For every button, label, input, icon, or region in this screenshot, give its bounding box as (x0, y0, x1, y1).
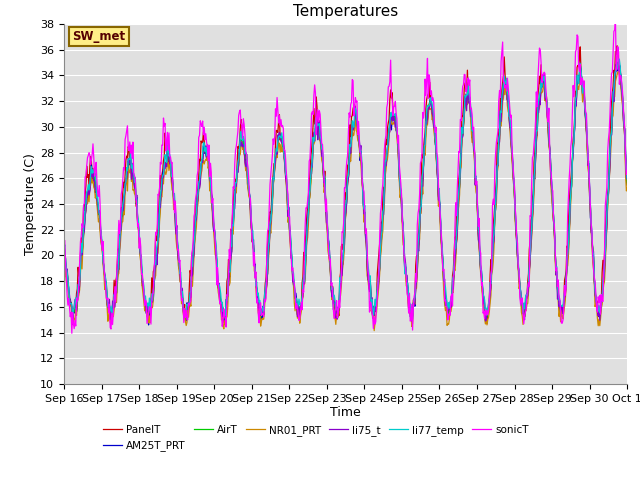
NR01_PRT (70, 315, 78, 321)
NR01_PRT (186, 305, 193, 311)
PanelT (186, 283, 193, 289)
li75_t (71, 297, 79, 302)
AM25T_PRT (623, 180, 631, 185)
Line: NR01_PRT: NR01_PRT (64, 71, 627, 331)
AM25T_PRT (186, 290, 194, 296)
sonicT (431, 130, 439, 135)
sonicT (68, 330, 76, 336)
li75_t (431, 134, 439, 140)
AM25T_PRT (70, 310, 78, 316)
li77_temp (409, 316, 417, 322)
AM25T_PRT (431, 142, 439, 147)
li75_t (623, 176, 631, 182)
NR01_PRT (215, 294, 223, 300)
PanelT (215, 282, 223, 288)
NR01_PRT (431, 137, 439, 143)
PanelT (623, 182, 631, 188)
AirT (60, 244, 68, 250)
Line: li75_t: li75_t (64, 62, 627, 324)
li75_t (613, 59, 621, 65)
li77_temp (615, 56, 623, 61)
li77_temp (431, 134, 439, 140)
Title: Temperatures: Temperatures (293, 4, 398, 19)
sonicT (216, 301, 224, 307)
AirT (614, 61, 621, 67)
AirT (186, 300, 193, 306)
Line: li77_temp: li77_temp (64, 59, 627, 319)
AM25T_PRT (60, 237, 68, 242)
AirT (415, 240, 422, 246)
sonicT (60, 238, 68, 243)
li77_temp (70, 305, 78, 311)
Y-axis label: Temperature (C): Temperature (C) (24, 153, 37, 255)
AirT (221, 317, 229, 323)
li77_temp (215, 281, 223, 287)
AM25T_PRT (145, 322, 152, 328)
li75_t (415, 248, 422, 254)
li77_temp (128, 162, 136, 168)
AM25T_PRT (577, 61, 584, 67)
PanelT (483, 321, 491, 326)
PanelT (128, 168, 136, 174)
AM25T_PRT (216, 293, 224, 299)
PanelT (414, 232, 422, 238)
sonicT (129, 139, 137, 145)
NR01_PRT (623, 185, 631, 191)
Line: sonicT: sonicT (64, 18, 627, 333)
li77_temp (186, 299, 193, 304)
NR01_PRT (60, 244, 68, 250)
NR01_PRT (616, 68, 624, 73)
li77_temp (60, 247, 68, 253)
AM25T_PRT (415, 240, 422, 246)
NR01_PRT (371, 328, 378, 334)
PanelT (613, 43, 621, 48)
Legend: PanelT, AM25T_PRT, AirT, NR01_PRT, li75_t, li77_temp, sonicT: PanelT, AM25T_PRT, AirT, NR01_PRT, li75_… (103, 425, 529, 451)
Line: AM25T_PRT: AM25T_PRT (64, 64, 627, 325)
AirT (215, 283, 223, 289)
NR01_PRT (128, 167, 136, 172)
AirT (70, 309, 78, 315)
AirT (128, 164, 136, 170)
sonicT (612, 15, 620, 21)
li77_temp (623, 176, 631, 182)
X-axis label: Time: Time (330, 407, 361, 420)
PanelT (431, 129, 438, 134)
li75_t (68, 322, 76, 327)
Line: AirT: AirT (64, 64, 627, 320)
PanelT (60, 244, 68, 250)
li75_t (216, 299, 224, 305)
sonicT (186, 299, 194, 305)
Line: PanelT: PanelT (64, 46, 627, 324)
li75_t (129, 174, 137, 180)
PanelT (70, 307, 78, 312)
sonicT (623, 168, 631, 174)
AirT (431, 139, 439, 144)
sonicT (415, 206, 422, 212)
li75_t (186, 295, 194, 300)
AM25T_PRT (128, 167, 136, 173)
sonicT (71, 318, 79, 324)
AirT (623, 181, 631, 187)
li77_temp (415, 233, 422, 239)
NR01_PRT (415, 241, 422, 247)
Text: SW_met: SW_met (72, 30, 125, 43)
li75_t (60, 242, 68, 248)
